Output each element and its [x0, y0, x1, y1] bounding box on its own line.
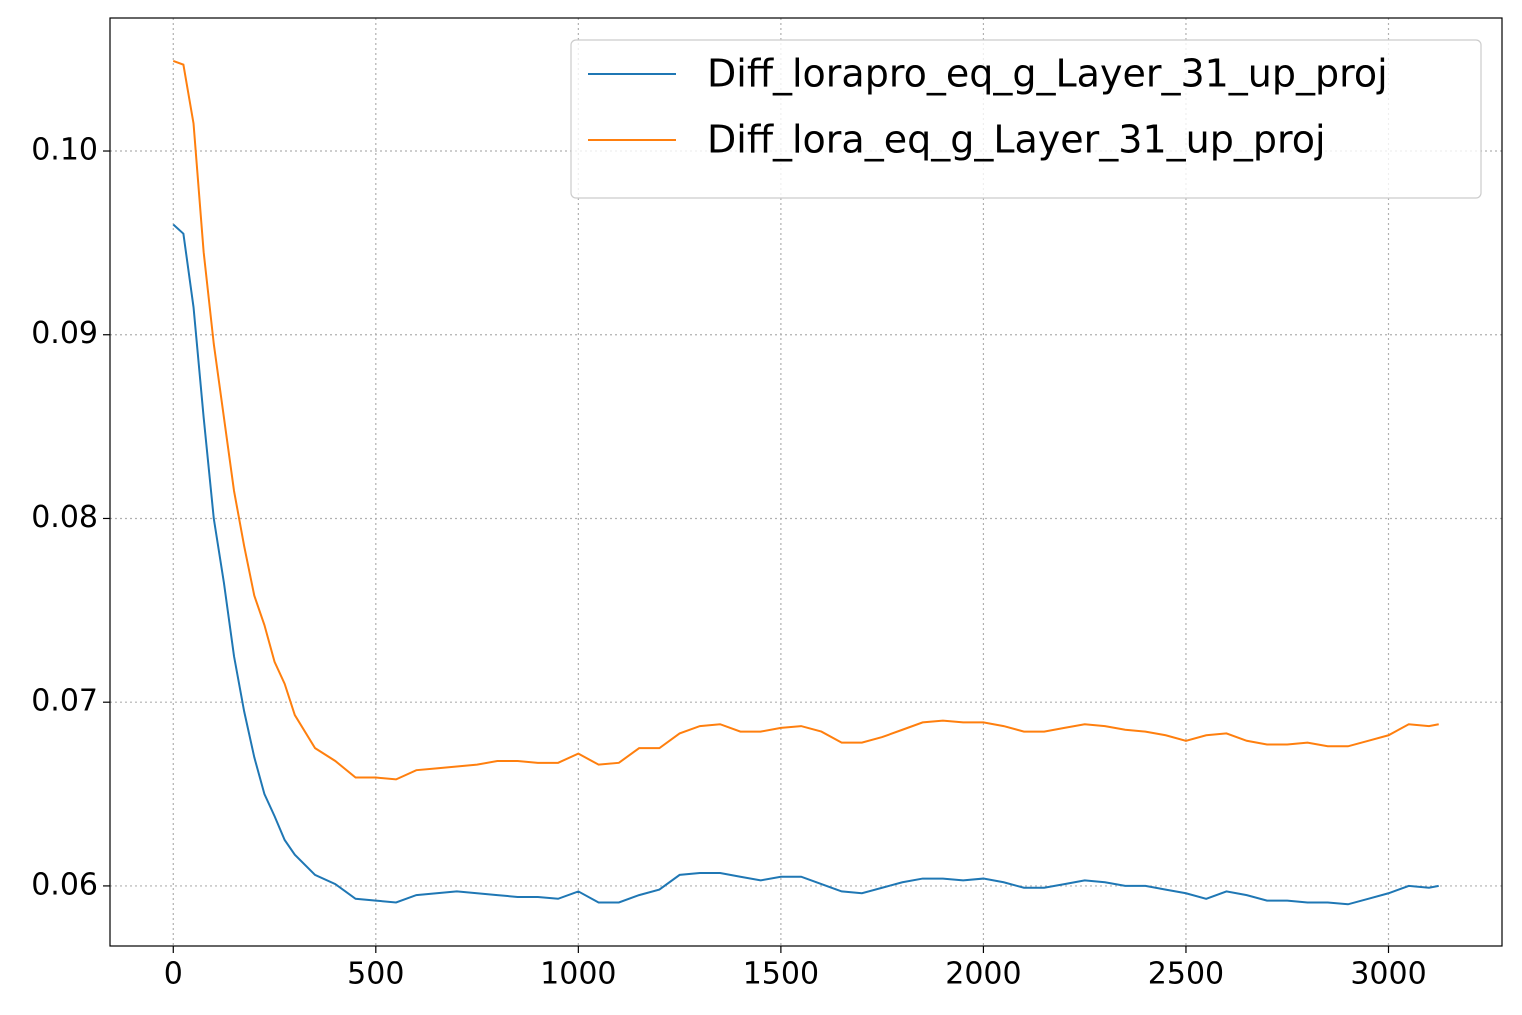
y-tick-label: 0.10	[31, 133, 98, 168]
y-tick-label: 0.08	[31, 500, 98, 535]
x-tick-label: 500	[347, 957, 404, 992]
x-tick-label: 1500	[743, 957, 819, 992]
data-line	[172, 223, 1439, 906]
x-tick-label: 2500	[1148, 957, 1224, 992]
x-tick-label: 3000	[1350, 957, 1426, 992]
data-line	[172, 60, 1439, 781]
y-tick-label: 0.09	[31, 316, 98, 351]
x-tick-label: 2000	[945, 957, 1021, 992]
legend-box	[570, 39, 1482, 199]
legend-label: Diff_lora_eq_g_Layer_31_up_proj	[707, 118, 1326, 162]
x-tick-label: 1000	[540, 957, 616, 992]
y-tick-label: 0.07	[31, 684, 98, 719]
y-tick-label: 0.06	[31, 867, 98, 902]
plot-frame	[109, 17, 1503, 947]
legend-label: Diff_lorapro_eq_g_Layer_31_up_proj	[707, 52, 1388, 96]
x-tick-label: 0	[164, 957, 183, 992]
